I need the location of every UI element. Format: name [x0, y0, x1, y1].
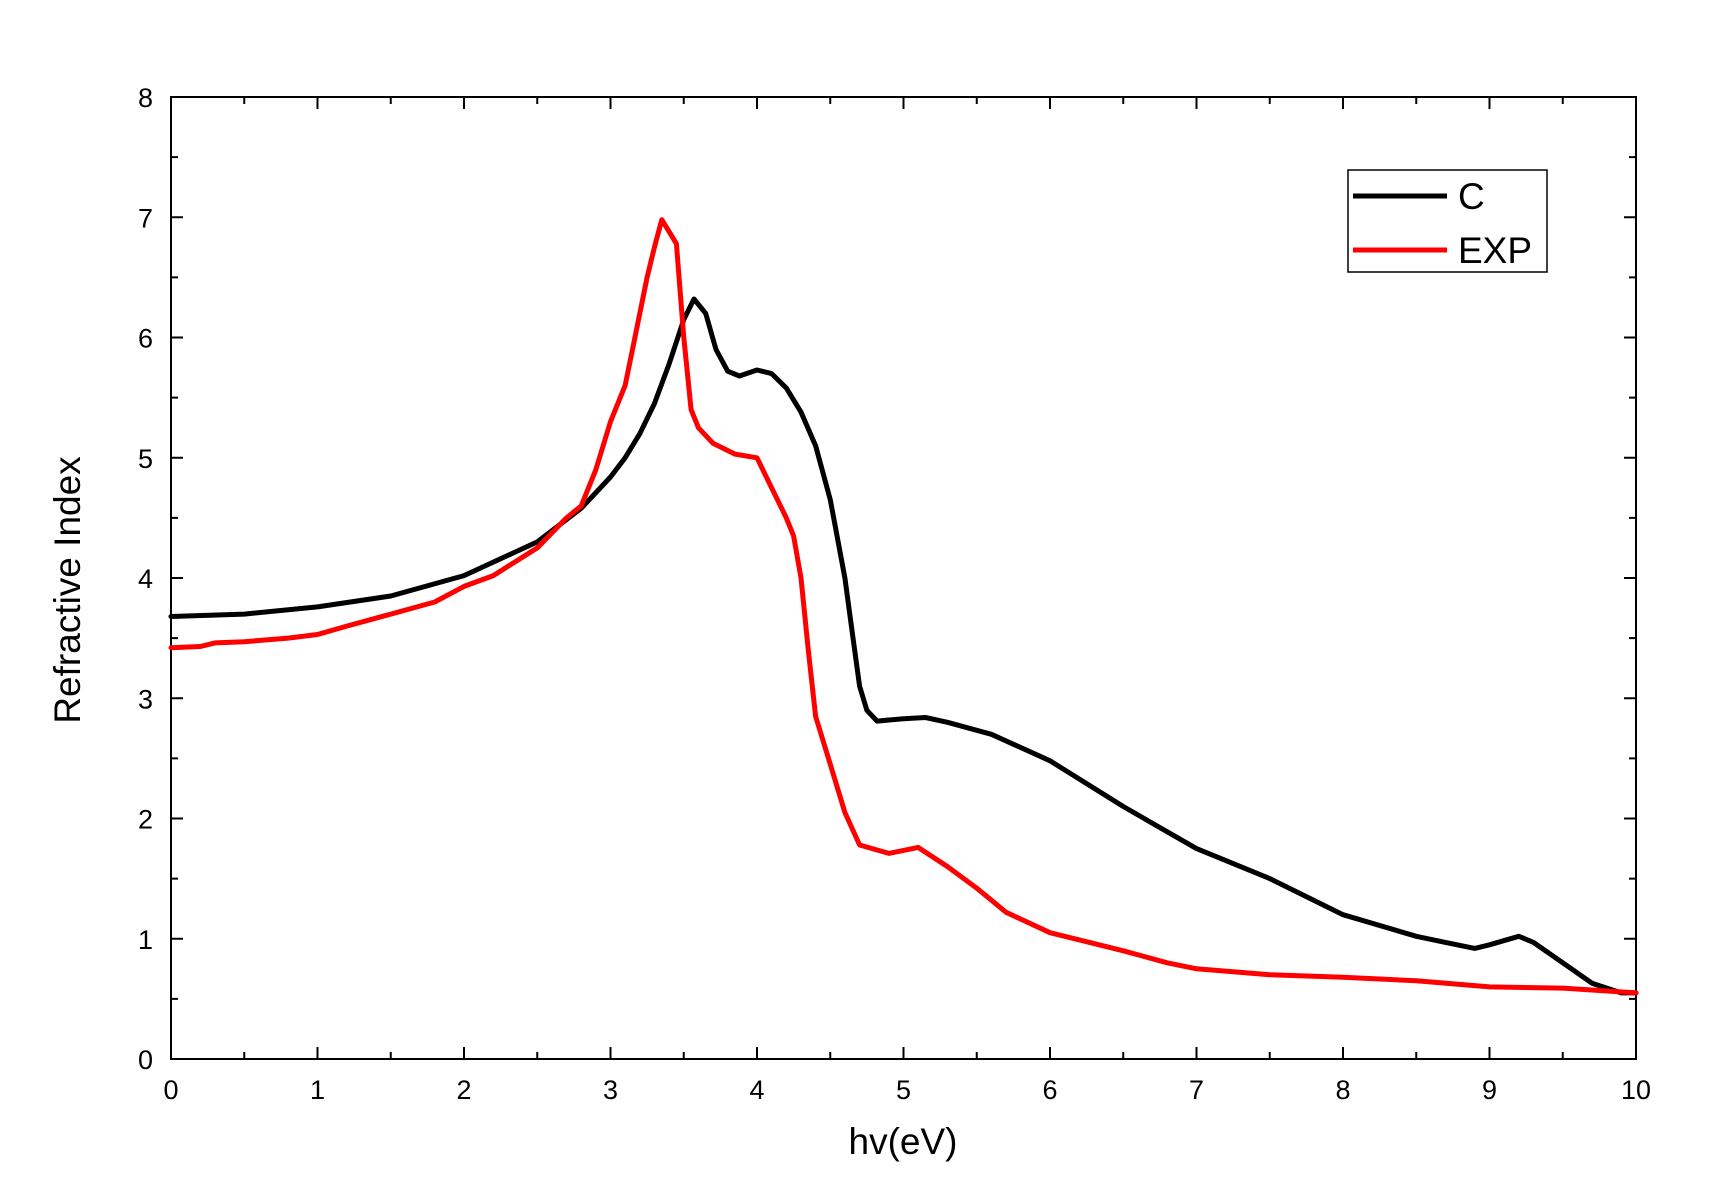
x-tick-label: 0: [163, 1075, 178, 1105]
series-line-exp: [168, 217, 1639, 996]
x-tick-label: 7: [1189, 1075, 1204, 1105]
x-tick-label: 9: [1482, 1075, 1497, 1105]
y-tick-label: 8: [138, 83, 153, 113]
x-tick-label: 6: [1042, 1075, 1057, 1105]
y-tick-label: 2: [138, 805, 153, 835]
x-tick-label: 1: [310, 1075, 325, 1105]
y-tick-label: 0: [138, 1045, 153, 1075]
y-tick-label: 7: [138, 203, 153, 233]
axis-tick-labels: 0 1 2 3 4 5 6 7 8 9 10 0 1 2 3 4 5 6 7 8: [138, 83, 1651, 1105]
x-tick-label: 5: [896, 1075, 911, 1105]
y-tick-label: 6: [138, 324, 153, 354]
legend-items: C EXP: [1353, 176, 1532, 271]
y-tick-label: 3: [138, 684, 153, 714]
series-line-c: [168, 296, 1639, 996]
axis-ticks: [170, 96, 1637, 1060]
legend-label-exp: EXP: [1458, 230, 1532, 271]
x-tick-label: 10: [1621, 1075, 1651, 1105]
y-tick-label: 5: [138, 444, 153, 474]
data-series: [168, 217, 1639, 996]
legend: C EXP: [1347, 169, 1548, 273]
y-tick-label: 1: [138, 925, 153, 955]
x-tick-label: 8: [1335, 1075, 1350, 1105]
legend-label-c: C: [1458, 176, 1485, 217]
legend-box: [1347, 169, 1548, 273]
x-tick-label: 2: [456, 1075, 471, 1105]
y-axis-title: Refractive Index: [47, 456, 88, 724]
y-tick-label: 4: [138, 564, 153, 594]
x-tick-label: 3: [603, 1075, 618, 1105]
x-tick-label: 4: [749, 1075, 764, 1105]
x-axis-title: hv(eV): [849, 1121, 958, 1162]
